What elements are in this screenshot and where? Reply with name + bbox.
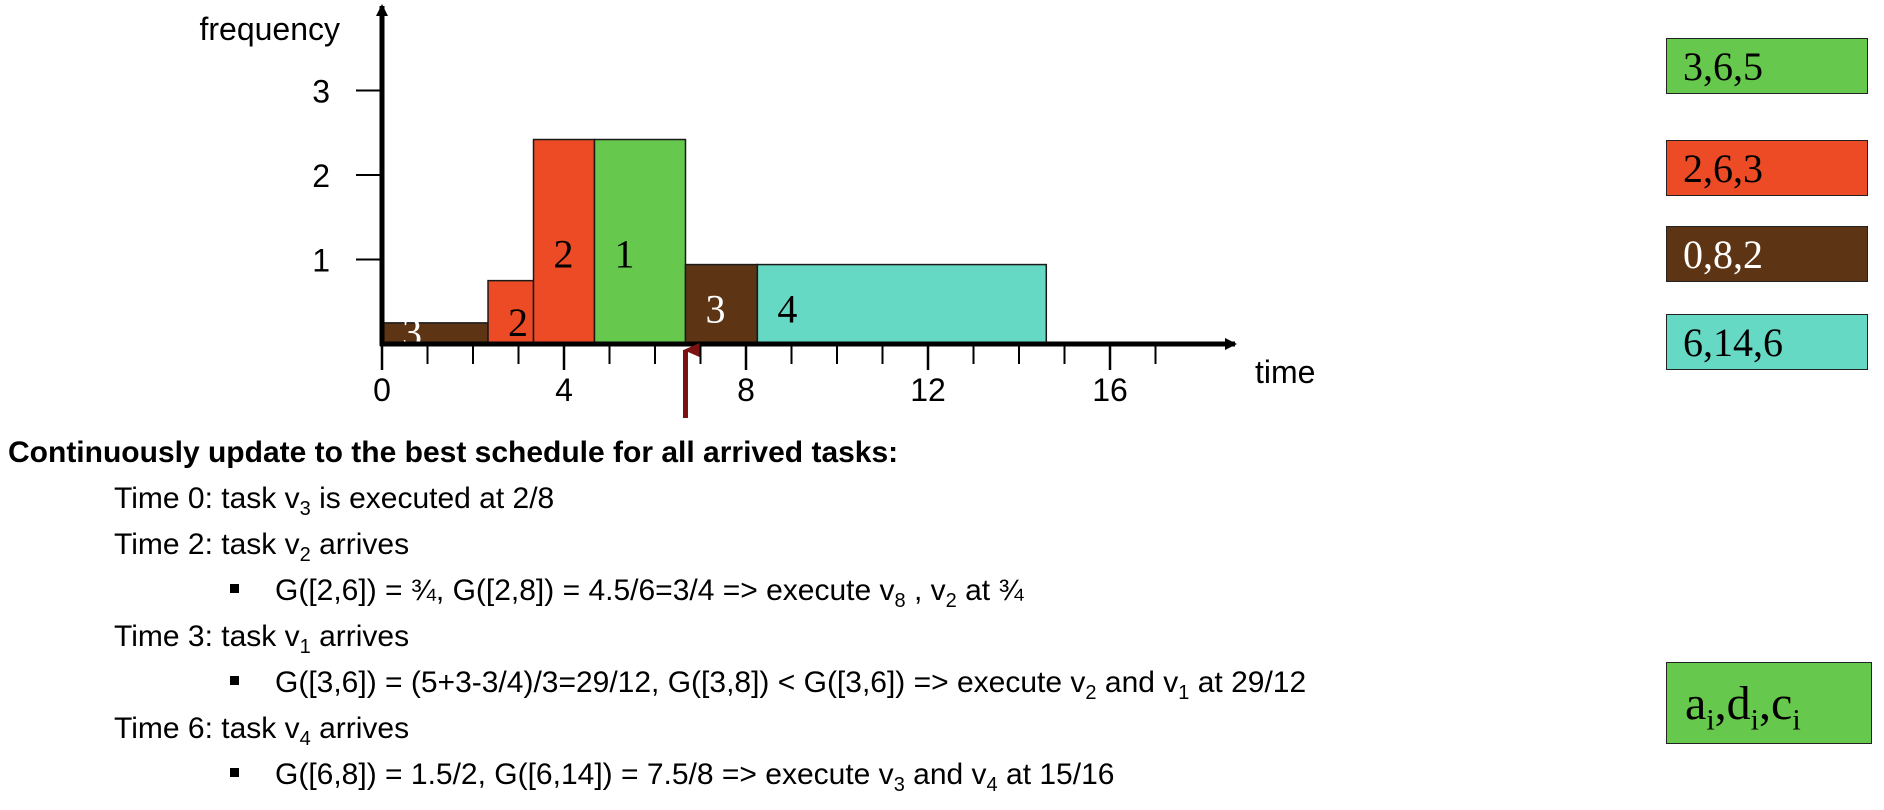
line-time-2: Time 2: task v2 arrives <box>114 528 410 566</box>
l1-sub: 3 <box>299 498 311 520</box>
l3-sub1: 8 <box>894 590 906 612</box>
bullet-icon <box>230 676 239 685</box>
task-2-segment <box>532 138 596 345</box>
x-tick-label: 4 <box>555 372 573 408</box>
task-2-label: 2 <box>554 232 574 277</box>
l3-pre: G([2,6]) = ¾, G([2,8]) = 4.5/6=3/4 => ex… <box>275 574 895 607</box>
y-tick-label: 1 <box>312 243 330 279</box>
bullet-time-3: G([3,6]) = (5+3-3/4)/3=29/12, G([3,8]) <… <box>230 666 1307 704</box>
legend-item: 3,6,5 <box>1666 38 1868 94</box>
x-tick-label: 0 <box>373 372 391 408</box>
l3-sub2: 2 <box>945 590 957 612</box>
task-3-label: 3 <box>402 310 422 355</box>
x-axis-label: time <box>1255 354 1315 390</box>
l6-sub: 4 <box>299 728 311 750</box>
y-tick-label: 3 <box>312 74 330 110</box>
line-time-0: Time 0: task v3 is executed at 2/8 <box>114 482 555 520</box>
legend-item: 0,8,2 <box>1666 226 1868 282</box>
task-2-label: 2 <box>508 300 528 345</box>
l7-pre: G([6,8]) = 1.5/2, G([6,14]) = 7.5/8 => e… <box>275 758 894 791</box>
key-a: a <box>1685 677 1707 730</box>
key-sub-a: i <box>1706 703 1715 737</box>
task-bars: 3 22 13 4 <box>381 138 1048 355</box>
l6-pre: Time 6: task v <box>114 712 300 745</box>
heading: Continuously update to the best schedule… <box>8 436 899 469</box>
l4-sub: 1 <box>299 636 311 658</box>
line-time-6: Time 6: task v4 arrives <box>114 712 410 750</box>
legend-item: 2,6,3 <box>1666 140 1868 196</box>
l5-sub1: 2 <box>1085 682 1097 704</box>
task-2-segment <box>487 279 535 345</box>
legend-item: 6,14,6 <box>1666 314 1868 370</box>
task-4-segment <box>756 263 1048 345</box>
task-4-label: 4 <box>777 287 797 332</box>
task-3-segment <box>381 322 489 345</box>
l1-pre: Time 0: task v <box>114 482 300 515</box>
y-axis-label: frequency <box>199 11 340 47</box>
x-tick-label: 16 <box>1092 372 1128 408</box>
key-sep-2: , <box>1759 677 1771 730</box>
task-1-segment <box>593 138 687 345</box>
l2-sub: 2 <box>299 544 311 566</box>
bullet-time-2: G([2,6]) = ¾, G([2,8]) = 4.5/6=3/4 => ex… <box>230 574 1024 612</box>
l6-post: arrives <box>310 712 410 745</box>
l7-sub2: 4 <box>986 774 998 796</box>
bullet-time-6: G([6,8]) = 1.5/2, G([6,14]) = 7.5/8 => e… <box>230 758 1115 796</box>
l4-pre: Time 3: task v <box>114 620 300 653</box>
l4-post: arrives <box>310 620 410 653</box>
key-sep-1: , <box>1714 677 1727 730</box>
key-d: d <box>1726 677 1751 730</box>
task-3-segment <box>684 263 759 345</box>
l1-post: is executed at 2/8 <box>310 482 555 515</box>
l5-mid: and v <box>1096 666 1179 699</box>
key-sub-c: i <box>1792 703 1801 737</box>
l7-post: at 15/16 <box>997 758 1115 791</box>
bullet-icon <box>230 768 239 777</box>
key-c: c <box>1771 677 1793 730</box>
task-3-label: 3 <box>705 287 725 332</box>
l5-post: at 29/12 <box>1189 666 1307 699</box>
l5-sub2: 1 <box>1178 682 1190 704</box>
l2-post: arrives <box>310 528 410 561</box>
y-tick-label: 2 <box>312 158 330 194</box>
l5-pre: G([3,6]) = (5+3-3/4)/3=29/12, G([3,8]) <… <box>275 666 1086 699</box>
l7-mid: and v <box>904 758 987 791</box>
key-sub-d: i <box>1750 703 1759 737</box>
x-tick-label: 8 <box>737 372 755 408</box>
line-time-3: Time 3: task v1 arrives <box>114 620 410 658</box>
l2-pre: Time 2: task v <box>114 528 300 561</box>
l3-mid: , v <box>905 574 946 607</box>
legend-key: ai,di,ci <box>1666 662 1872 744</box>
l7-sub1: 3 <box>893 774 905 796</box>
task-1-label: 1 <box>614 232 634 277</box>
bullet-icon <box>230 584 239 593</box>
l3-post: at ¾ <box>956 574 1024 607</box>
x-tick-label: 12 <box>910 372 946 408</box>
